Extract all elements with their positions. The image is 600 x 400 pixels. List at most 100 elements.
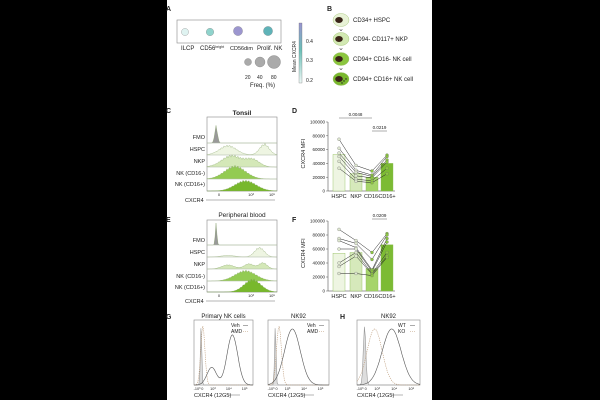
legend-label: KO <box>398 329 405 335</box>
panel-letter-c: C <box>166 108 171 115</box>
axis-tick: 0 <box>218 192 221 197</box>
panel-f: F 0 20000 40000 60000 80000 100000 CXCR4 MFI HS… <box>292 213 396 300</box>
donor-line <box>338 168 388 183</box>
data-point <box>385 250 389 255</box>
data-point <box>337 151 341 155</box>
donor-line <box>338 152 388 177</box>
axis-tick: 0 <box>218 293 221 298</box>
flow-plot-title: NK92 <box>381 314 397 320</box>
data-point <box>385 154 389 159</box>
data-point <box>337 261 341 265</box>
y-tick-label: 0 <box>322 189 325 194</box>
donor-line <box>339 257 388 276</box>
colorbar <box>298 22 303 84</box>
row-label: HSPC <box>190 147 205 153</box>
y-tick-label: 100000 <box>310 219 326 224</box>
legend-label: AMD <box>231 329 243 335</box>
data-point <box>354 247 358 251</box>
data-point <box>337 146 341 150</box>
stage-label: CD94+ CD16- NK cell <box>353 57 412 63</box>
data-point <box>354 174 358 178</box>
flow-plot-title: NK92 <box>291 314 307 320</box>
axis-tick: 10⁵ <box>269 192 275 197</box>
data-point <box>370 169 374 173</box>
y-tick-label: 60000 <box>312 247 325 252</box>
legend-label: WT <box>398 323 406 329</box>
panel-letter-b: B <box>327 6 332 13</box>
row-label: NK (CD16-) <box>176 171 205 177</box>
axis-tick: 10⁵ <box>242 387 248 391</box>
panel-letter-e: E <box>166 217 171 224</box>
dot-ilcp <box>181 28 189 36</box>
dotplot-frame <box>176 19 282 44</box>
colorbar-tick: 0.3 <box>306 58 313 64</box>
wt-histogram <box>357 328 421 386</box>
legend-label: AMD <box>307 329 319 335</box>
y-tick-label: 20000 <box>312 175 325 180</box>
donor-line <box>338 161 388 181</box>
data-point <box>337 154 341 159</box>
axis-tick: 10⁴ <box>301 387 307 391</box>
panel-e-title: Peripheral blood <box>218 212 266 219</box>
p-value: 0.0048 <box>349 112 363 117</box>
axis-tick: 10⁵ <box>269 293 275 298</box>
donor-line <box>338 255 388 275</box>
axis-tick: -10³ <box>268 387 275 391</box>
data-point <box>354 250 358 255</box>
y-tick-label: 40000 <box>312 261 325 266</box>
axis-tick: 10³ <box>374 387 380 391</box>
axis-tick: 0 <box>275 387 277 391</box>
data-point <box>385 160 389 164</box>
y-axis-label: CXCR4 MFI <box>301 138 307 168</box>
panel-d: D 0 20000 40000 60000 80000 100000 CXCR4 MFI HS… <box>292 108 396 200</box>
arrow-icon <box>339 68 343 70</box>
data-point <box>370 176 374 180</box>
donor-line <box>338 252 388 274</box>
axis-tick: 10⁵ <box>318 387 324 391</box>
category-label: CD16+ <box>378 194 395 200</box>
stage-label: CD94+ CD16+ NK cell <box>353 77 413 83</box>
donor-line <box>338 238 388 271</box>
y-axis-label: CXCR4 MFI <box>301 238 307 268</box>
axis-tick: 10³ <box>285 387 291 391</box>
stage-label: CD34+ HSPC <box>353 18 391 24</box>
dot-cd56bright <box>206 28 214 36</box>
freq-legend-title: Freq. (%) <box>250 83 275 89</box>
data-point <box>354 238 358 243</box>
freq-legend-40 <box>254 56 266 68</box>
granule <box>343 80 345 82</box>
panel-letter-a: A <box>166 6 171 13</box>
category-label: CD16- <box>364 294 380 300</box>
veh-histogram <box>194 334 254 386</box>
cell-nucleus <box>335 17 343 23</box>
stage-label: CD94- CD117+ NKP <box>353 37 408 43</box>
category-label: CD16+ <box>378 294 395 300</box>
cell-nucleus <box>335 76 343 82</box>
axis-label: CXCR4 <box>185 198 204 204</box>
donor-line <box>338 148 388 176</box>
data-point <box>337 264 341 269</box>
colorbar-tick: 0.4 <box>306 39 313 45</box>
pop-label-cd56dim: CD56dim <box>230 46 253 52</box>
category-label: CD16- <box>364 194 380 200</box>
row-label: NK (CD16-) <box>176 274 205 280</box>
y-tick-label: 100000 <box>310 120 326 125</box>
data-point <box>337 137 341 141</box>
pop-label-prolif-nk: Prolif. NK <box>257 46 282 52</box>
arrow-icon <box>339 29 343 31</box>
data-point <box>337 166 341 170</box>
data-point <box>337 159 341 163</box>
data-point <box>385 240 389 244</box>
donor-line <box>339 241 388 272</box>
row-label: NKP <box>194 262 206 268</box>
category-label: HSPC <box>331 294 346 300</box>
axis-tick: -10³ <box>357 387 364 391</box>
freq-value: 80 <box>271 75 277 81</box>
donor-line <box>338 229 388 253</box>
legend-label: Veh <box>231 323 240 329</box>
granule <box>341 82 343 84</box>
data-point <box>354 170 358 175</box>
data-point <box>370 250 374 255</box>
donor-line <box>338 139 388 172</box>
